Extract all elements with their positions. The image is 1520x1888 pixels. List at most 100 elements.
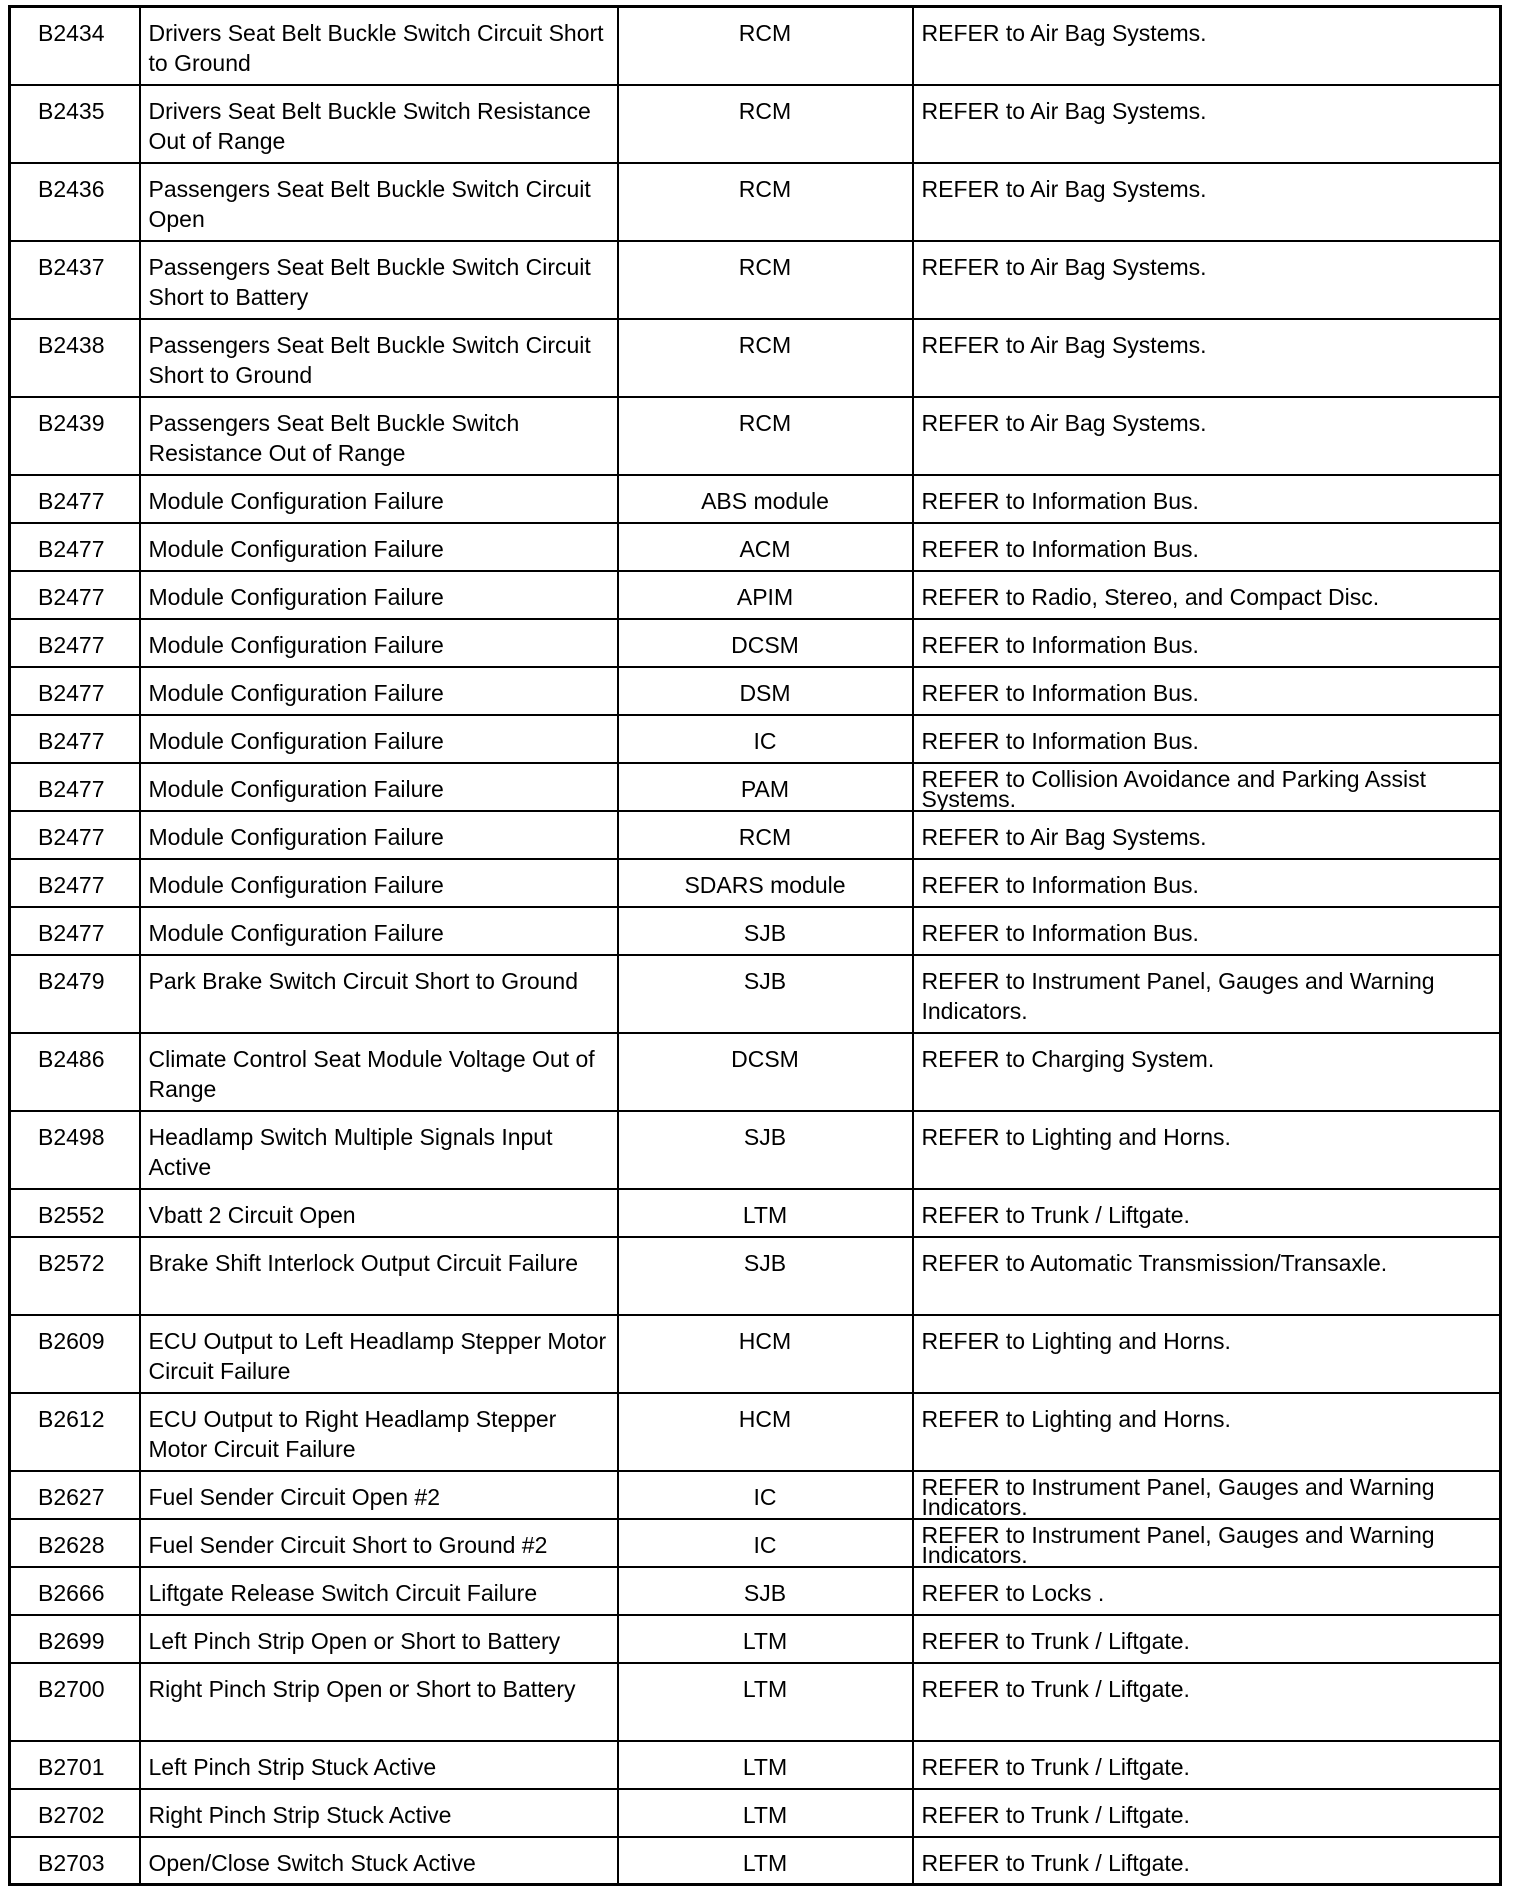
dtc-code: B2477 — [8, 473, 141, 524]
dtc-action: REFER to Automatic Transmission/Transaxl… — [911, 1235, 1502, 1316]
dtc-description: Module Configuration Failure — [138, 761, 619, 812]
dtc-module: RCM — [616, 809, 914, 860]
table-row: B2438 Passengers Seat Belt Buckle Switch … — [8, 317, 1502, 398]
dtc-action: REFER to Information Bus. — [911, 665, 1502, 716]
dtc-description: Module Configuration Failure — [138, 521, 619, 572]
dtc-action: REFER to Instrument Panel, Gauges and Wa… — [911, 953, 1502, 1034]
dtc-code: B2477 — [8, 665, 141, 716]
dtc-description: Module Configuration Failure — [138, 857, 619, 908]
dtc-module: SJB — [616, 905, 914, 956]
dtc-module: SJB — [616, 1235, 914, 1316]
dtc-module: RCM — [616, 83, 914, 164]
dtc-action: REFER to Trunk / Liftgate. — [911, 1787, 1502, 1838]
dtc-code: B2666 — [8, 1565, 141, 1616]
dtc-description: Right Pinch Strip Stuck Active — [138, 1787, 619, 1838]
dtc-code: B2436 — [8, 161, 141, 242]
dtc-code: B2435 — [8, 83, 141, 164]
dtc-action: REFER to Air Bag Systems. — [911, 317, 1502, 398]
dtc-code: B2477 — [8, 569, 141, 620]
dtc-module: APIM — [616, 569, 914, 620]
table-row: B2477 Module Configuration Failure ABS mod… — [8, 473, 1502, 524]
dtc-code: B2477 — [8, 617, 141, 668]
dtc-action: REFER to Collision Avoidance and Parking… — [911, 761, 1502, 812]
dtc-code: B2498 — [8, 1109, 141, 1190]
dtc-description: Module Configuration Failure — [138, 617, 619, 668]
dtc-module: LTM — [616, 1739, 914, 1790]
dtc-module: LTM — [616, 1835, 914, 1886]
dtc-description: Headlamp Switch Multiple Signals Input A… — [138, 1109, 619, 1190]
dtc-table-body: B2434 Drivers Seat Belt Buckle Switch Cir… — [8, 5, 1502, 1886]
dtc-code: B2437 — [8, 239, 141, 320]
table-row: B2477 Module Configuration Failure ACM REFE… — [8, 521, 1502, 572]
dtc-code: B2434 — [8, 5, 141, 86]
dtc-action: REFER to Radio, Stereo, and Compact Disc… — [911, 569, 1502, 620]
dtc-action: REFER to Information Bus. — [911, 857, 1502, 908]
table-row: B2437 Passengers Seat Belt Buckle Switch … — [8, 239, 1502, 320]
dtc-code: B2701 — [8, 1739, 141, 1790]
dtc-module: ACM — [616, 521, 914, 572]
dtc-description: ECU Output to Right Headlamp Stepper Mot… — [138, 1391, 619, 1472]
dtc-code: B2477 — [8, 713, 141, 764]
dtc-module: RCM — [616, 161, 914, 242]
table-row: B2434 Drivers Seat Belt Buckle Switch Cir… — [8, 5, 1502, 86]
dtc-action: REFER to Information Bus. — [911, 521, 1502, 572]
dtc-description: ECU Output to Left Headlamp Stepper Moto… — [138, 1313, 619, 1394]
table-row: B2436 Passengers Seat Belt Buckle Switch … — [8, 161, 1502, 242]
dtc-module: HCM — [616, 1391, 914, 1472]
dtc-module: LTM — [616, 1613, 914, 1664]
table-row: B2498 Headlamp Switch Multiple Signals In… — [8, 1109, 1502, 1190]
dtc-table: B2434 Drivers Seat Belt Buckle Switch Cir… — [8, 5, 1502, 1886]
table-row: B2477 Module Configuration Failure RCM REFE… — [8, 809, 1502, 860]
table-row: B2477 Module Configuration Failure SDARS m… — [8, 857, 1502, 908]
table-row: B2477 Module Configuration Failure DSM REFE… — [8, 665, 1502, 716]
dtc-code: B2477 — [8, 857, 141, 908]
dtc-code: B2612 — [8, 1391, 141, 1472]
table-row: B2552 Vbatt 2 Circuit Open LTM REFER to Tru… — [8, 1187, 1502, 1238]
table-row: B2701 Left Pinch Strip Stuck Active LTM REF… — [8, 1739, 1502, 1790]
dtc-code: B2609 — [8, 1313, 141, 1394]
dtc-description: Module Configuration Failure — [138, 905, 619, 956]
dtc-action: REFER to Lighting and Horns. — [911, 1109, 1502, 1190]
dtc-description: Left Pinch Strip Stuck Active — [138, 1739, 619, 1790]
table-row: B2627 Fuel Sender Circuit Open #2 IC REFER … — [8, 1469, 1502, 1520]
dtc-module: SJB — [616, 953, 914, 1034]
dtc-description: Left Pinch Strip Open or Short to Batter… — [138, 1613, 619, 1664]
dtc-action: REFER to Instrument Panel, Gauges and Wa… — [911, 1517, 1502, 1568]
table-row: B2477 Module Configuration Failure IC REFER… — [8, 713, 1502, 764]
dtc-module: RCM — [616, 395, 914, 476]
dtc-action: REFER to Instrument Panel, Gauges and Wa… — [911, 1469, 1502, 1520]
dtc-module: SJB — [616, 1109, 914, 1190]
dtc-code: B2477 — [8, 761, 141, 812]
table-row: B2439 Passengers Seat Belt Buckle Switch … — [8, 395, 1502, 476]
dtc-action: REFER to Charging System. — [911, 1031, 1502, 1112]
dtc-module: LTM — [616, 1661, 914, 1742]
dtc-code: B2552 — [8, 1187, 141, 1238]
dtc-description: Fuel Sender Circuit Open #2 — [138, 1469, 619, 1520]
dtc-description: Open/Close Switch Stuck Active — [138, 1835, 619, 1886]
dtc-description: Right Pinch Strip Open or Short to Batte… — [138, 1661, 619, 1742]
table-row: B2435 Drivers Seat Belt Buckle Switch Res… — [8, 83, 1502, 164]
dtc-description: Park Brake Switch Circuit Short to Groun… — [138, 953, 619, 1034]
dtc-action: REFER to Air Bag Systems. — [911, 161, 1502, 242]
table-row: B2477 Module Configuration Failure DCSM REF… — [8, 617, 1502, 668]
dtc-module: PAM — [616, 761, 914, 812]
dtc-module: SDARS module — [616, 857, 914, 908]
dtc-description: Passengers Seat Belt Buckle Switch Resis… — [138, 395, 619, 476]
dtc-code: B2699 — [8, 1613, 141, 1664]
dtc-description: Module Configuration Failure — [138, 809, 619, 860]
dtc-action: REFER to Information Bus. — [911, 713, 1502, 764]
dtc-action: REFER to Locks . — [911, 1565, 1502, 1616]
dtc-module: IC — [616, 1469, 914, 1520]
dtc-code: B2477 — [8, 521, 141, 572]
dtc-description: Vbatt 2 Circuit Open — [138, 1187, 619, 1238]
dtc-action: REFER to Trunk / Liftgate. — [911, 1835, 1502, 1886]
dtc-module: DSM — [616, 665, 914, 716]
table-row: B2477 Module Configuration Failure PAM REFE… — [8, 761, 1502, 812]
dtc-code: B2477 — [8, 809, 141, 860]
table-row: B2612 ECU Output to Right Headlamp Steppe… — [8, 1391, 1502, 1472]
dtc-action: REFER to Air Bag Systems. — [911, 395, 1502, 476]
table-row: B2628 Fuel Sender Circuit Short to Ground… — [8, 1517, 1502, 1568]
dtc-action: REFER to Air Bag Systems. — [911, 83, 1502, 164]
dtc-action: REFER to Air Bag Systems. — [911, 239, 1502, 320]
dtc-module: IC — [616, 1517, 914, 1568]
